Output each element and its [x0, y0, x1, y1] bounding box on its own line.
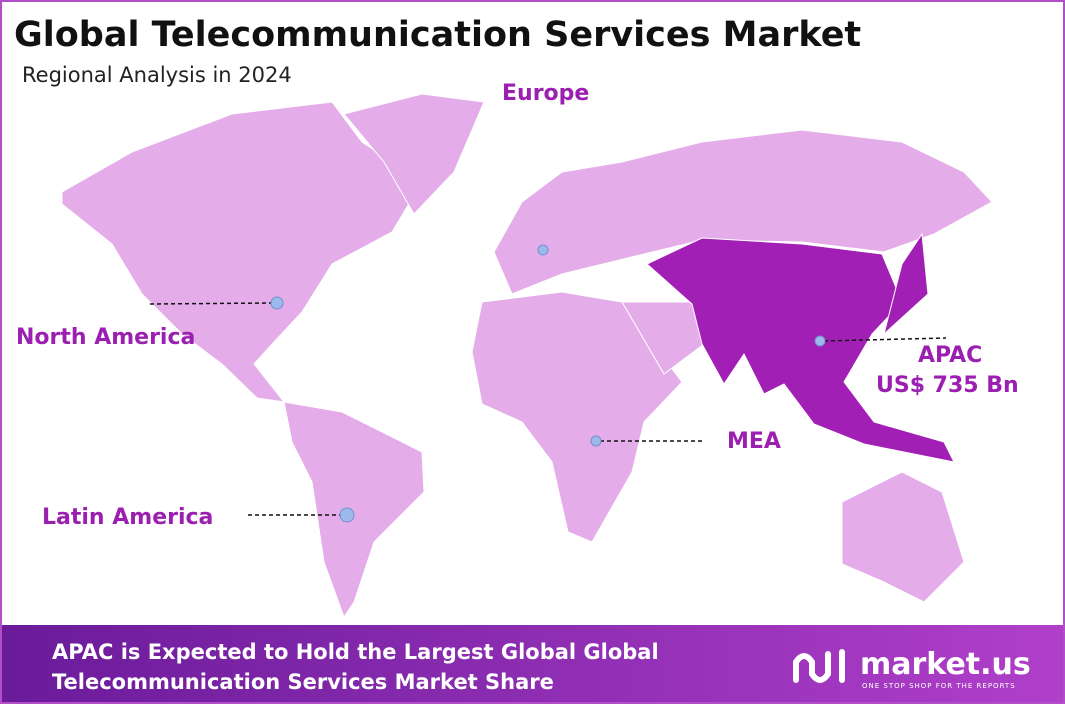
logo-tagline: ONE STOP SHOP FOR THE REPORTS	[862, 682, 1016, 690]
japan	[883, 232, 929, 336]
apac-region	[646, 237, 955, 463]
region-label: Europe	[502, 81, 589, 106]
footer-text: APAC is Expected to Hold the Largest Glo…	[52, 640, 659, 664]
subtitle: Regional Analysis in 2024	[22, 63, 292, 87]
australia	[841, 471, 965, 603]
region-label: APAC	[918, 343, 982, 368]
region-label: MEA	[727, 429, 781, 454]
south-america	[283, 401, 425, 619]
north-america	[61, 101, 423, 403]
europe-russia	[493, 129, 993, 295]
marker	[270, 296, 284, 310]
footer-band	[2, 625, 1063, 702]
title: Global Telecommunication Services Market	[14, 15, 861, 55]
greenland	[343, 93, 485, 215]
marker	[814, 335, 826, 347]
leader-line	[149, 302, 273, 305]
marker	[590, 435, 602, 447]
logo-icon	[793, 649, 845, 683]
region-label: Latin America	[42, 505, 213, 530]
footer-text: Telecommunication Services Market Share	[52, 670, 554, 694]
region-label: North America	[16, 325, 195, 350]
leader-line	[823, 337, 947, 342]
logo-text: market.us	[860, 647, 1031, 682]
marker	[537, 244, 549, 256]
world-map	[61, 93, 993, 619]
marker	[339, 507, 355, 523]
region-value: US$ 735 Bn	[876, 373, 1019, 398]
